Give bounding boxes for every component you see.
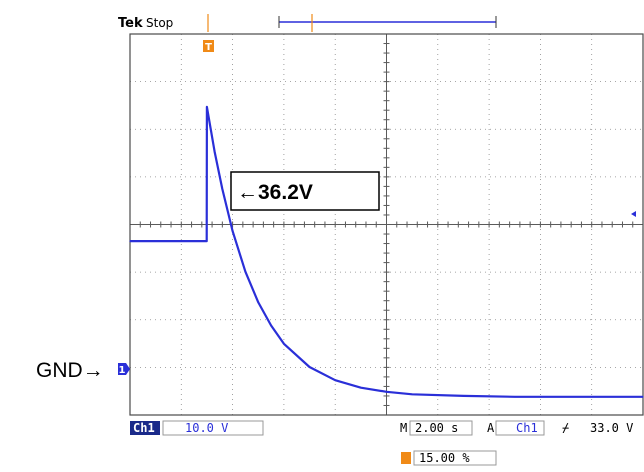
brand-label: Tek xyxy=(118,16,143,31)
waveform-point xyxy=(232,230,234,232)
trigger-position-marker: T xyxy=(203,40,214,53)
ground-label: GND→ xyxy=(36,359,104,382)
trigger-source-box xyxy=(495,420,545,436)
graticule xyxy=(129,33,644,416)
channel-label: Ch1 xyxy=(133,421,155,435)
trigger-mode-prefix: A xyxy=(487,421,495,435)
channel-badge xyxy=(130,421,160,435)
waveform-point xyxy=(221,188,223,190)
ground-marker: 1 xyxy=(118,363,130,376)
volts-per-div: 10.0 V xyxy=(185,421,228,435)
waveform-point xyxy=(565,396,567,398)
trigger-level: 33.0 V xyxy=(590,421,633,435)
waveform-points xyxy=(129,106,644,398)
waveform-point xyxy=(462,395,464,397)
waveform-point xyxy=(257,301,259,303)
waveform-point xyxy=(334,379,336,381)
timebase-box xyxy=(409,420,473,436)
acquisition-status: Stop xyxy=(146,16,173,30)
record-position-bar xyxy=(207,14,497,32)
waveform-point xyxy=(129,240,131,242)
volts-box xyxy=(162,420,264,436)
timebase-prefix: M xyxy=(400,421,407,435)
waveform-point xyxy=(206,106,208,108)
waveform-point xyxy=(514,396,516,398)
waveform-point xyxy=(244,271,246,273)
waveform-point xyxy=(308,366,311,368)
ground-marker-glyph: 1 xyxy=(119,365,126,376)
peak-voltage-annotation: ←36.2V xyxy=(237,181,313,204)
trigger-position: 15.00 % xyxy=(419,451,470,465)
trigger-source: Ch1 xyxy=(516,421,538,435)
waveform-point xyxy=(214,151,216,153)
trigger-marker-glyph: T xyxy=(205,42,212,53)
plot-frame xyxy=(129,33,644,416)
waveform-point xyxy=(642,396,644,398)
waveform-point xyxy=(385,391,388,393)
waveform-point xyxy=(180,240,182,242)
waveform-point xyxy=(283,343,285,345)
waveform-point xyxy=(411,393,413,395)
waveform-point xyxy=(270,324,272,327)
trigger-position-box xyxy=(413,450,497,466)
annotation-box xyxy=(230,171,380,211)
peak-annotation: ←36.2V xyxy=(230,171,380,211)
waveform-trace-ch1 xyxy=(130,105,643,398)
waveform-point xyxy=(360,387,362,389)
trigger-position-icon xyxy=(401,452,411,464)
trigger-slope-icon: ⌿ xyxy=(562,421,569,435)
readout-bar: Ch1 10.0 V M 2.00 s A Ch1 ⌿ 33.0 V 15.00… xyxy=(130,420,633,466)
waveform-point xyxy=(206,240,208,242)
trigger-level-marker-icon xyxy=(631,211,636,217)
header-bar: Tek Stop xyxy=(118,14,497,32)
time-per-div: 2.00 s xyxy=(415,421,458,435)
